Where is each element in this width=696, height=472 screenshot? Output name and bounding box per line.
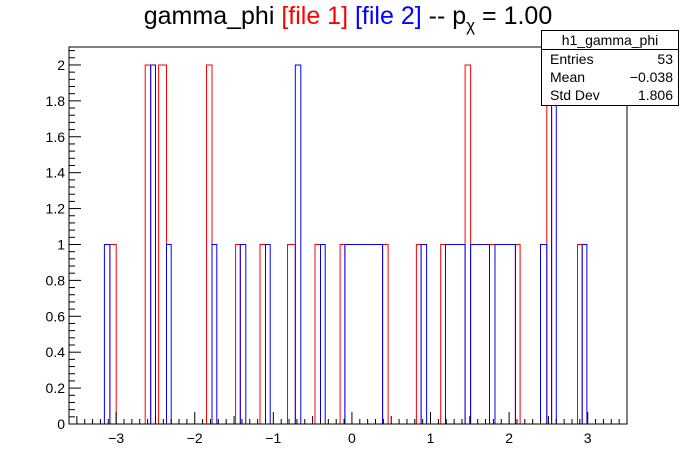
histogram-bin xyxy=(339,244,346,424)
stats-label: Mean xyxy=(550,69,586,85)
y-tick-label: 0.8 xyxy=(46,272,66,288)
plot-frame xyxy=(68,46,628,425)
histogram-bin xyxy=(287,244,296,424)
series-layer xyxy=(103,64,588,424)
stats-value: 1.806 xyxy=(637,87,673,103)
histogram-bin xyxy=(420,244,428,424)
histogram-bin xyxy=(540,244,548,424)
histogram-bin xyxy=(158,64,167,424)
y-tick-label: 2 xyxy=(57,57,65,73)
histogram-bin xyxy=(206,64,213,424)
histogram-bin xyxy=(440,244,446,424)
stats-label: Std Dev xyxy=(550,87,600,103)
histogram-bin xyxy=(470,244,490,424)
stats-box: h1_gamma_phi Entries 53 Mean −0.038 Std … xyxy=(541,30,679,106)
title-file1: [file 1] xyxy=(281,2,349,30)
title-file2: [file 2] xyxy=(354,2,422,30)
histogram-bin xyxy=(445,244,466,424)
y-tick-label: 0 xyxy=(57,416,65,432)
x-tick-label: −3 xyxy=(108,430,124,446)
stats-row-mean: Mean −0.038 xyxy=(542,68,678,86)
histogram-bin xyxy=(382,244,389,424)
y-tick-label: 1.4 xyxy=(46,165,66,181)
histogram-bin xyxy=(551,64,557,424)
title-subscript: χ xyxy=(466,16,476,35)
x-tick-label: 2 xyxy=(505,430,513,446)
x-tick-label: 1 xyxy=(427,430,435,446)
histogram-bin xyxy=(344,244,384,424)
histogram-bin xyxy=(294,64,302,424)
y-tick-label: 1.8 xyxy=(46,93,66,109)
title-separator: -- p xyxy=(421,2,467,30)
stats-row-stddev: Std Dev 1.806 xyxy=(542,86,678,104)
histogram-bin xyxy=(494,244,516,424)
histogram-bin xyxy=(235,244,241,424)
title-prefix: gamma_phi xyxy=(143,2,282,30)
histogram-bin xyxy=(150,64,156,424)
histogram-bin xyxy=(415,244,422,424)
stats-value: −0.038 xyxy=(629,69,673,85)
y-tick-label: 0.6 xyxy=(46,308,66,324)
x-tick-label: −1 xyxy=(265,430,281,446)
y-tick-label: 0.2 xyxy=(46,380,66,396)
histogram-bin xyxy=(211,244,218,424)
histogram-bin xyxy=(109,244,117,424)
y-tick-label: 1.2 xyxy=(46,201,66,217)
x-tick-label: 3 xyxy=(584,430,592,446)
y-tick-label: 0.4 xyxy=(46,344,66,360)
histogram-bin xyxy=(265,244,271,424)
histogram-bin xyxy=(144,64,152,424)
histogram-bin xyxy=(320,244,326,424)
stats-row-entries: Entries 53 xyxy=(542,50,678,68)
histogram-bin xyxy=(577,244,583,424)
histogram-bin xyxy=(166,244,172,424)
y-tick-label: 1 xyxy=(57,236,65,252)
histogram-bin xyxy=(581,244,588,424)
y-tick-label: 1.6 xyxy=(46,129,66,145)
x-tick-label: −2 xyxy=(187,430,203,446)
x-tick-label: 0 xyxy=(348,430,356,446)
title-suffix: = 1.00 xyxy=(475,2,553,30)
histogram-bin xyxy=(546,64,553,424)
stats-value: 53 xyxy=(657,51,673,67)
histogram-bin xyxy=(464,64,472,424)
histogram-bin xyxy=(489,244,496,424)
stats-title: h1_gamma_phi xyxy=(542,31,678,50)
axis-layer: −3 −2 −1 0 1 2 3 0 0.2 0.4 0.6 0.8 1 1.2 1.4 1.6 1.8 2 xyxy=(46,50,628,446)
chart-title: gamma_phi [file 1] [file 2] -- pχ = 1.00 xyxy=(0,2,696,36)
stats-label: Entries xyxy=(550,51,594,67)
histogram-bin xyxy=(239,244,247,424)
histogram-bin xyxy=(314,244,321,424)
histogram-bin xyxy=(514,244,521,424)
histogram-bin xyxy=(103,244,111,424)
series-2 xyxy=(103,64,588,424)
histogram-bin xyxy=(259,244,266,424)
